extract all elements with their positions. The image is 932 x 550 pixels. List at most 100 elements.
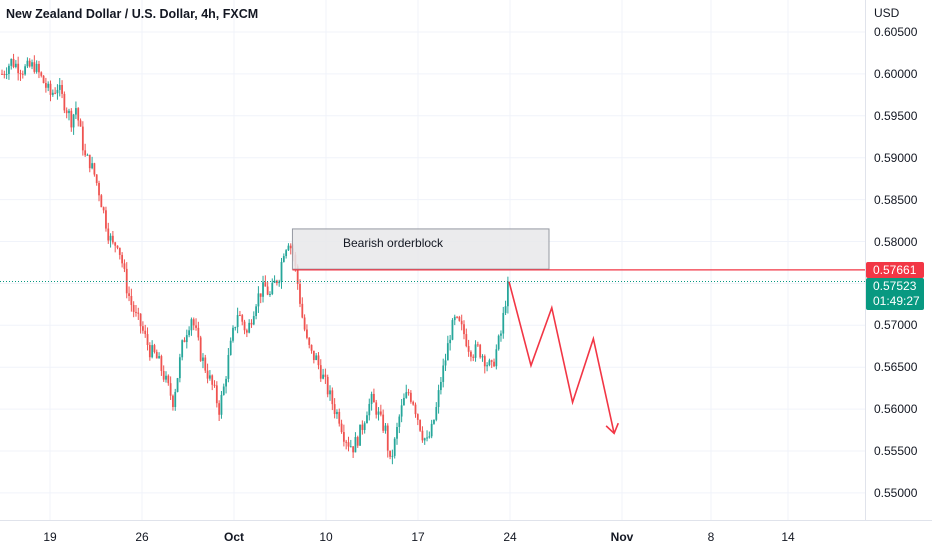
candle-body [419, 419, 422, 431]
candle-body [449, 339, 452, 344]
candle-body [79, 120, 82, 127]
candle-body [118, 247, 121, 255]
candle-body [368, 403, 371, 416]
candle-body [241, 315, 244, 322]
candle-body [12, 58, 15, 68]
candle-body [243, 321, 246, 331]
candle-body [463, 324, 465, 335]
candle-body [160, 356, 163, 371]
candle-body [14, 63, 17, 68]
orderblock-zone[interactable] [291, 228, 550, 270]
candle-body [44, 83, 47, 88]
candle-body [352, 446, 355, 453]
candles [1, 53, 509, 465]
candle-body [31, 62, 33, 67]
candle-body [250, 322, 253, 325]
currency-label: USD [874, 6, 900, 20]
candle-body [236, 315, 239, 328]
candle-body [310, 344, 313, 351]
candle-body [340, 423, 343, 433]
candle-body [213, 384, 216, 386]
candle-body [329, 390, 331, 395]
level-lines[interactable] [0, 269, 865, 282]
time-tick-label: Nov [610, 530, 634, 544]
candle-body [428, 436, 431, 438]
candle-body [33, 62, 36, 72]
candle-body [433, 419, 435, 424]
candle-body [354, 437, 357, 453]
candle-body [220, 394, 223, 415]
price-tick-label: 0.59500 [874, 108, 918, 123]
candle-body [257, 293, 260, 307]
candle-body [437, 390, 440, 408]
candle-body [409, 392, 412, 402]
time-tick-label: Oct [223, 530, 245, 544]
candle-body [386, 425, 389, 451]
candle-body [225, 378, 227, 387]
candle-body [3, 74, 6, 76]
candle-body [142, 326, 144, 331]
candle-body [476, 344, 479, 346]
candle-body [209, 375, 211, 379]
candle-body [282, 256, 285, 262]
candle-body [222, 386, 225, 395]
candle-body [105, 210, 107, 229]
candle-body [93, 163, 96, 175]
candle-body [504, 306, 507, 313]
candle-body [111, 235, 114, 243]
candle-body [269, 294, 271, 296]
candle-body [84, 150, 87, 156]
candle-body [199, 337, 202, 361]
candle-body [148, 344, 151, 358]
candle-body [435, 407, 438, 420]
candle-body [322, 374, 324, 379]
candle-body [61, 84, 63, 94]
candle-body [500, 333, 502, 336]
candle-body [70, 110, 73, 128]
candle-body [5, 73, 8, 75]
candle-body [35, 63, 38, 72]
projection-arrowhead [605, 422, 620, 435]
time-tick-label: 19 [43, 530, 57, 544]
price-tick-label: 0.60000 [874, 66, 918, 81]
candle-body [299, 283, 301, 304]
candle-body [218, 403, 221, 415]
candle-body [63, 93, 66, 111]
price-tick-label: 0.55000 [874, 485, 918, 500]
candle-body [391, 455, 394, 457]
projection-path[interactable] [508, 281, 620, 435]
candle-body [252, 316, 255, 325]
candle-body [121, 254, 124, 264]
candle-body [75, 108, 77, 115]
candle-body [497, 335, 500, 350]
candle-body [183, 340, 186, 343]
candle-body [88, 154, 91, 169]
candle-body [389, 450, 391, 457]
candle-body [486, 365, 488, 367]
candle-body [490, 360, 493, 362]
candle-body [24, 66, 26, 75]
time-tick-label: 10 [319, 530, 333, 544]
candle-body [174, 391, 177, 407]
candle-body [373, 393, 375, 403]
candle-body [239, 315, 241, 317]
price-tick-label: 0.57000 [874, 318, 918, 333]
candle-body [206, 370, 209, 379]
candle-body [396, 426, 398, 439]
candle-body [116, 245, 119, 248]
candle-body [232, 327, 234, 341]
candle-body [456, 316, 458, 318]
candle-body [259, 293, 262, 297]
candle-body [479, 344, 482, 358]
candle-body [72, 114, 75, 128]
candle-body [10, 58, 13, 66]
candle-body [211, 375, 214, 385]
candle-body [109, 235, 112, 241]
price-tick-label: 0.56000 [874, 402, 918, 417]
candle-body [139, 313, 142, 327]
candle-body [68, 110, 70, 114]
candle-body [308, 337, 311, 345]
candle-body [130, 295, 133, 305]
candle-body [100, 195, 103, 208]
